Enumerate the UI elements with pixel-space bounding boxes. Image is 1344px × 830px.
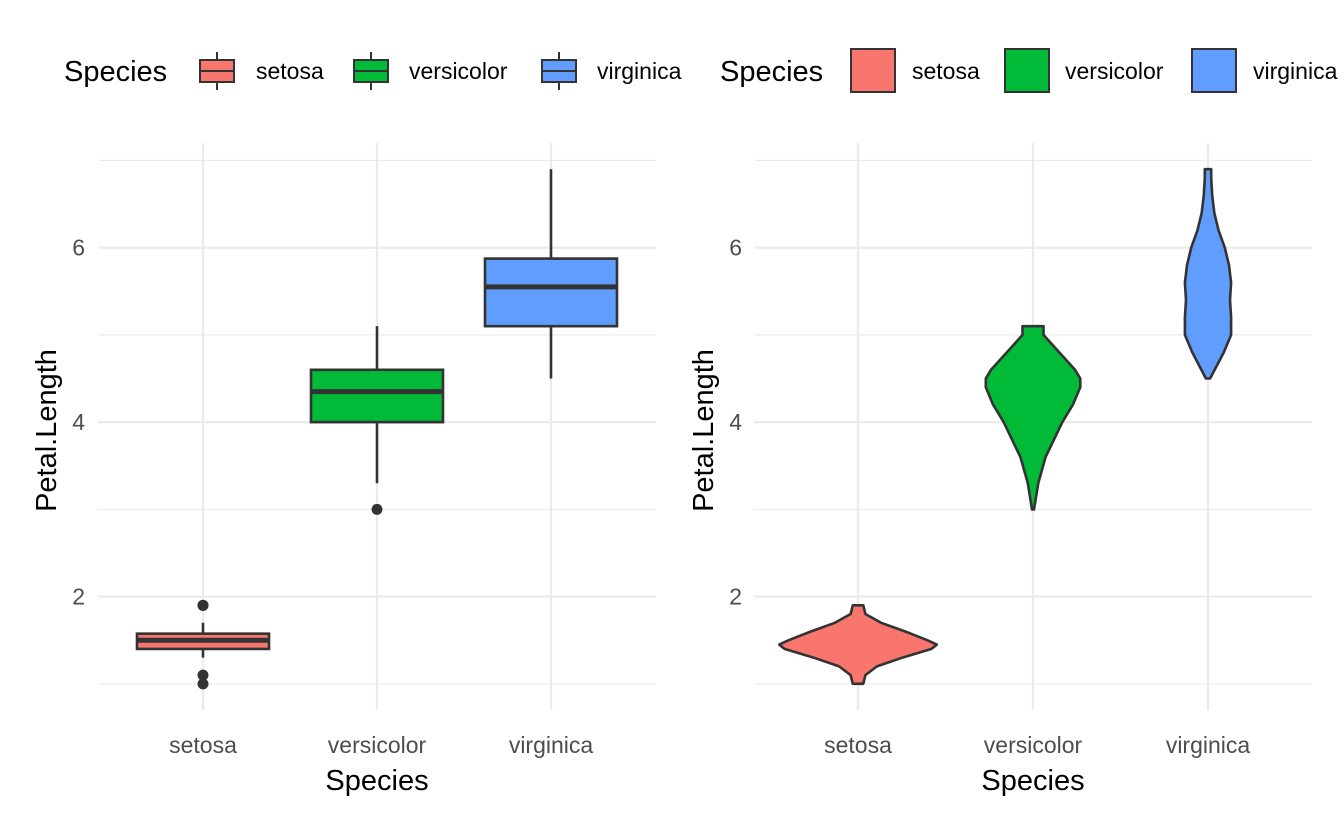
x-axis-title: Species	[981, 765, 1084, 797]
legend-label-setosa: setosa	[256, 58, 324, 84]
x-tick-label: versicolor	[328, 732, 427, 758]
y-tick-label: 6	[72, 235, 85, 261]
legend-title: Species	[64, 56, 167, 88]
legend-key-setosa	[850, 48, 896, 93]
violin-panel: 2 4 6 setosa versicolor virginica Species Petal…	[688, 48, 1338, 797]
legend-label-setosa: setosa	[912, 58, 980, 84]
violin-versicolor	[984, 324, 1082, 511]
box-virginica	[483, 257, 619, 328]
legend-label-virginica: virginica	[1253, 58, 1338, 84]
y-axis-title: Petal.Length	[688, 349, 720, 512]
outlier-point-setosa	[197, 599, 209, 611]
y-tick-label: 2	[72, 584, 85, 610]
outlier-point-versicolor	[371, 503, 383, 515]
y-tick-label: 2	[729, 584, 742, 610]
x-tick-label: setosa	[169, 732, 237, 758]
x-tick-label: virginica	[1166, 732, 1251, 758]
y-axis-title: Petal.Length	[31, 349, 63, 512]
x-tick-label: virginica	[509, 732, 594, 758]
legend-label-virginica: virginica	[597, 58, 682, 84]
x-tick-label: versicolor	[984, 732, 1083, 758]
legend-key-versicolor	[1004, 48, 1050, 93]
violin-setosa	[778, 604, 939, 686]
y-tick-label: 4	[729, 409, 742, 435]
legend-label-versicolor: versicolor	[409, 58, 508, 84]
box-versicolor	[309, 368, 445, 424]
y-tick-label: 4	[72, 409, 85, 435]
legend-key-virginica	[1191, 48, 1237, 93]
violin-virginica	[1183, 167, 1233, 380]
legend-label-versicolor: versicolor	[1065, 58, 1164, 84]
x-axis-title: Species	[325, 765, 428, 797]
x-tick-label: setosa	[824, 732, 892, 758]
outlier-point-setosa	[197, 678, 209, 690]
outlier-point-setosa	[197, 669, 209, 681]
legend-title: Species	[720, 56, 823, 88]
boxplot-panel: 2 4 6 setosa versicolor virginica Species Petal…	[31, 52, 682, 797]
y-tick-label: 6	[729, 235, 742, 261]
